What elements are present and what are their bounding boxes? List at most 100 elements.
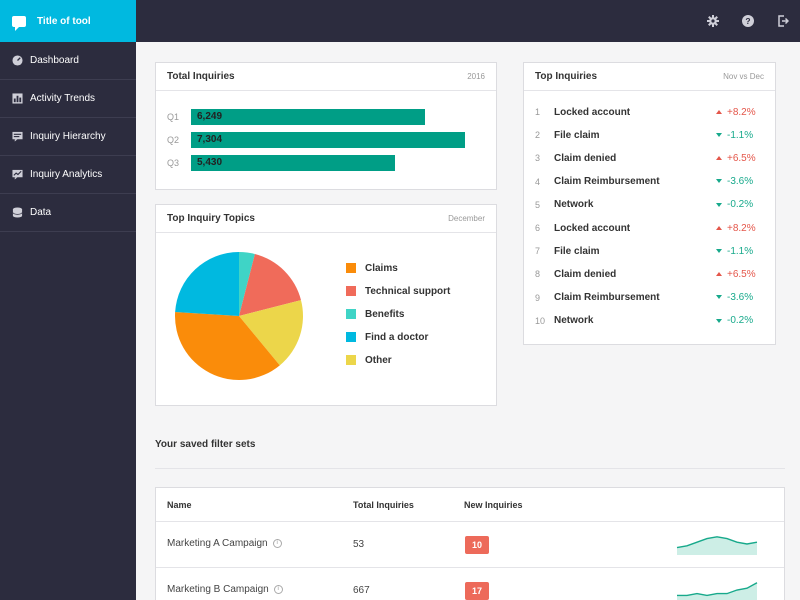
- bar[interactable]: 6,249: [191, 109, 426, 125]
- change-value: +8.2%: [727, 222, 756, 234]
- list-item[interactable]: 9 Claim Reimbursement -3.6%: [535, 291, 764, 305]
- rank-number: 8: [535, 269, 541, 280]
- database-icon: [12, 207, 23, 218]
- filter-name-cell: Marketing A Campaign i: [167, 538, 282, 549]
- legend-swatch: [346, 332, 356, 342]
- legend-swatch: [346, 263, 356, 273]
- inquiry-label: Network: [554, 315, 594, 327]
- list-item[interactable]: 6 Locked account +8.2%: [535, 221, 764, 235]
- inquiry-label: Locked account: [554, 106, 631, 118]
- bar[interactable]: 5,430: [191, 155, 395, 171]
- bar-row: Q2 7,304: [167, 132, 465, 148]
- arrow-up-icon: [716, 109, 722, 114]
- arrow-down-icon: [716, 249, 722, 254]
- legend-item: Benefits: [346, 308, 404, 320]
- rank-number: 6: [535, 223, 541, 233]
- app-title: Title of tool: [37, 15, 91, 27]
- column-header-name: Name: [167, 500, 192, 510]
- filter-name-cell: Marketing B Campaign i: [167, 584, 283, 595]
- new-inquiries-badge: 10: [465, 536, 489, 554]
- arrow-down-icon: [716, 202, 722, 207]
- list-item[interactable]: 1 Locked account +8.2%: [535, 105, 764, 119]
- change-indicator: +6.5%: [716, 153, 764, 164]
- inquiry-label: Claim denied: [554, 268, 617, 280]
- pie-slice-claims[interactable]: [175, 311, 280, 380]
- change-indicator: +8.2%: [716, 107, 764, 118]
- card-header: Top Inquiry Topics December: [156, 205, 496, 233]
- legend-swatch: [346, 355, 356, 365]
- legend-label: Technical support: [365, 285, 451, 297]
- info-icon[interactable]: i: [272, 538, 282, 548]
- rank-number: 5: [535, 199, 541, 210]
- legend-swatch: [346, 309, 356, 319]
- sidebar-item-activity-trends[interactable]: Activity Trends: [0, 80, 136, 118]
- bar-category-label: Q2: [167, 135, 180, 145]
- inquiry-label: Claim denied: [554, 152, 617, 164]
- sidebar-item-dashboard[interactable]: Dashboard: [0, 42, 136, 80]
- legend-item: Technical support: [346, 285, 450, 297]
- list-item[interactable]: 4 Claim Reimbursement -3.6%: [535, 175, 764, 189]
- arrow-down-icon: [716, 133, 722, 138]
- column-header-total: Total Inquiries: [353, 500, 414, 510]
- list-item[interactable]: 5 Network -0.2%: [535, 198, 764, 212]
- change-value: -0.2%: [727, 199, 754, 211]
- pie-slice-other[interactable]: [239, 300, 303, 366]
- legend-item: Other: [346, 354, 392, 366]
- sparkline-line: [676, 536, 758, 549]
- change-value: -3.6%: [727, 176, 754, 188]
- list-item[interactable]: 2 File claim -1.1%: [535, 128, 764, 142]
- logout-icon[interactable]: [777, 15, 789, 27]
- card-header: Top Inquiries Nov vs Dec: [524, 63, 775, 91]
- trend-sparkline: [677, 582, 758, 600]
- table-row[interactable]: Marketing B Campaign i 667 17: [156, 567, 784, 600]
- trend-sparkline: [676, 536, 758, 555]
- inquiry-label: File claim: [554, 129, 600, 141]
- sparkline-line: [677, 582, 758, 597]
- change-value: +6.5%: [727, 152, 756, 164]
- arrow-up-icon: [716, 272, 722, 277]
- pie-slice-benefits[interactable]: [239, 252, 255, 316]
- change-indicator: +6.5%: [716, 269, 764, 280]
- bar-row: Q1 6,249: [167, 109, 426, 125]
- rank-number: 9: [535, 292, 541, 303]
- total-inquiries-cell: 667: [353, 585, 370, 596]
- rank-number: 4: [535, 176, 541, 187]
- arrow-down-icon: [716, 179, 722, 184]
- card-header: Total Inquiries 2016: [156, 63, 496, 91]
- gear-icon[interactable]: [707, 15, 719, 27]
- section-divider: [155, 468, 785, 469]
- bar[interactable]: 7,304: [191, 132, 465, 148]
- brand-header[interactable]: Title of tool: [0, 0, 136, 42]
- sidebar-item-inquiry-hierarchy[interactable]: Inquiry Hierarchy: [0, 118, 136, 156]
- card-meta: December: [448, 214, 485, 223]
- table-row[interactable]: Marketing A Campaign i 53 10: [156, 521, 784, 567]
- pie-slice-find-a-doctor[interactable]: [175, 252, 239, 316]
- inquiry-label: Claim Reimbursement: [554, 176, 660, 188]
- sidebar-item-data[interactable]: Data: [0, 194, 136, 232]
- sidebar-item-inquiry-analytics[interactable]: Inquiry Analytics: [0, 156, 136, 194]
- sidebar-item-label: Data: [30, 207, 52, 218]
- list-item[interactable]: 10 Network -0.2%: [535, 314, 764, 328]
- arrow-down-icon: [716, 295, 722, 300]
- arrow-down-icon: [716, 318, 722, 323]
- list-item[interactable]: 3 Claim denied +6.5%: [535, 151, 764, 165]
- info-icon[interactable]: i: [273, 584, 283, 594]
- chat-bubble-icon: [12, 15, 26, 31]
- legend-item: Find a doctor: [346, 331, 428, 343]
- dashboard-icon: [12, 55, 23, 66]
- rank-number: 2: [535, 130, 541, 141]
- list-item[interactable]: 8 Claim denied +6.5%: [535, 267, 764, 281]
- card-title: Top Inquiry Topics: [167, 213, 255, 224]
- change-indicator: -0.2%: [716, 199, 764, 210]
- bar-category-label: Q3: [167, 158, 180, 168]
- inquiry-label: Network: [554, 199, 594, 211]
- pie-slice-technical-support[interactable]: [239, 254, 301, 316]
- change-indicator: -1.1%: [716, 130, 764, 141]
- top-bar: ?: [136, 0, 800, 42]
- change-indicator: -3.6%: [716, 292, 764, 303]
- help-icon[interactable]: ?: [742, 15, 754, 27]
- list-item[interactable]: 7 File claim -1.1%: [535, 244, 764, 258]
- sidebar-item-label: Inquiry Hierarchy: [30, 131, 106, 142]
- change-indicator: -0.2%: [716, 315, 764, 326]
- sidebar: Title of tool Dashboard Activity Trends …: [0, 0, 136, 600]
